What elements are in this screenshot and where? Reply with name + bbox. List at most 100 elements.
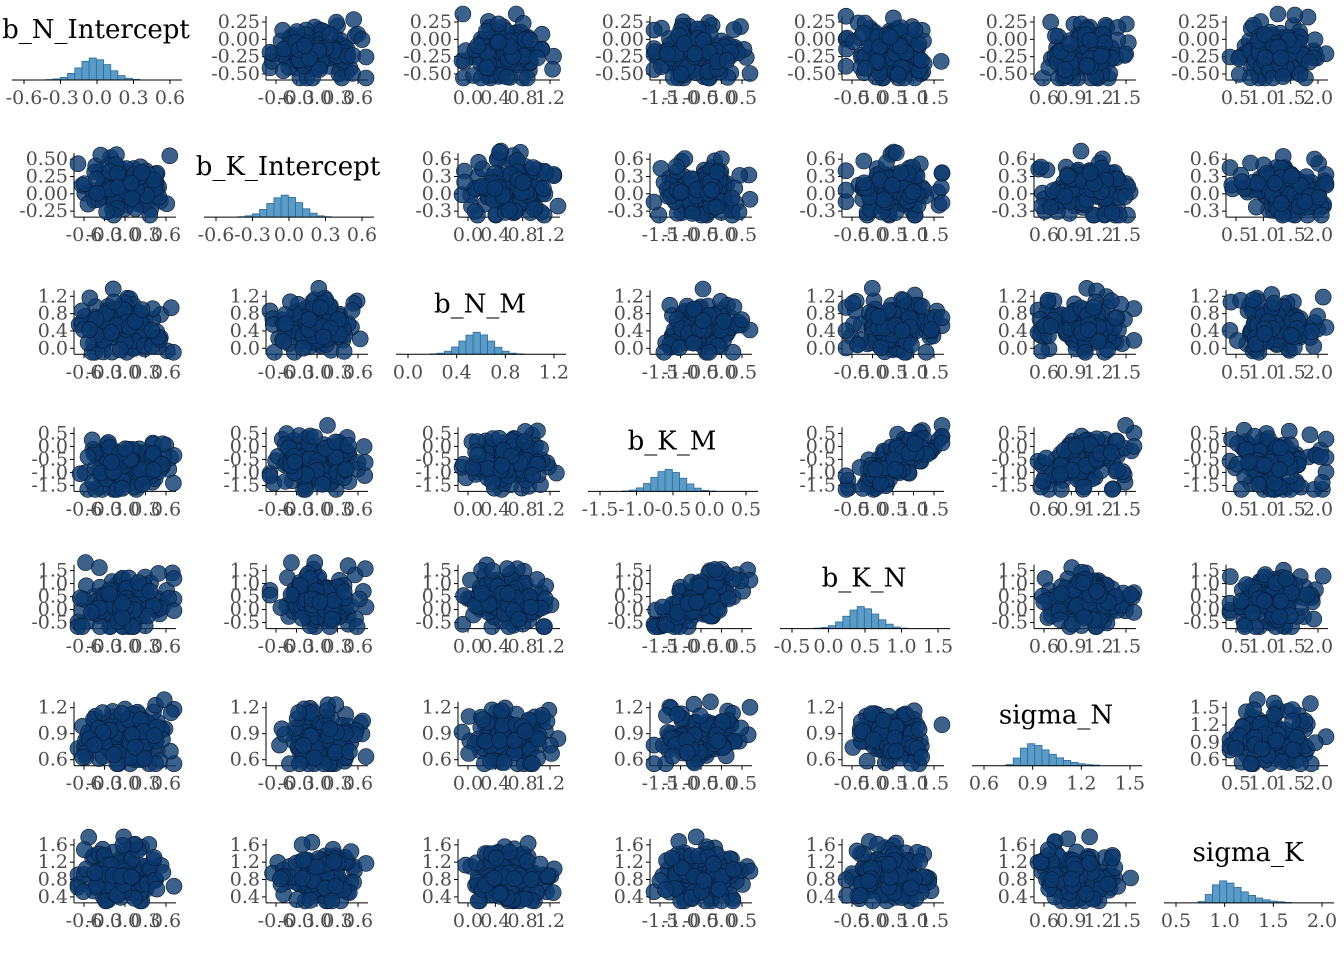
x-tick-label: 1.2 — [1084, 361, 1114, 383]
scatter-point — [281, 293, 299, 311]
y-tick-label: -0.5 — [415, 612, 452, 634]
x-tick-label: 0.6 — [151, 498, 181, 520]
histogram-bar — [259, 209, 268, 218]
panel-4-3: 1.51.00.50.0-0.5-1.5-1.0-0.50.00.5 — [607, 560, 759, 658]
scatter-point — [837, 322, 855, 340]
histogram-bar — [650, 476, 659, 492]
histogram-bar — [863, 608, 872, 629]
x-tick-label: 0.6 — [343, 498, 373, 520]
x-tick-label: 1.0 — [1248, 498, 1278, 520]
scatter-point — [83, 431, 101, 449]
scatter-point — [1271, 608, 1288, 626]
x-tick-label: 1.2 — [535, 636, 565, 658]
scatter-point — [337, 460, 355, 478]
panel-2-4: 1.20.80.40.0-0.50.00.51.01.5 — [806, 279, 951, 383]
y-tick-label: 0.0 — [614, 337, 644, 359]
histogram-bar — [74, 67, 83, 81]
scatter-point — [708, 163, 726, 181]
scatter-point — [730, 203, 748, 221]
y-tick-label: 0.0 — [422, 183, 452, 205]
histogram-bar — [280, 194, 289, 218]
scatter-point — [1272, 195, 1290, 212]
scatter-point — [113, 705, 131, 722]
y-tick-label: -0.5 — [1183, 612, 1220, 634]
scatter-point — [529, 49, 546, 67]
scatter-point — [1075, 478, 1093, 496]
panel-5-1: 1.20.90.6-0.6-0.30.00.30.6 — [230, 696, 375, 795]
y-tick-label: 0.25 — [26, 165, 68, 187]
scatter-point — [1125, 332, 1143, 349]
scatter-point — [1088, 582, 1105, 600]
scatter-point — [849, 336, 866, 354]
scatter-point — [518, 69, 536, 87]
x-tick-label: 0.4 — [442, 361, 472, 383]
scatter-point — [283, 554, 300, 571]
panel-5-2: 1.20.90.60.00.40.81.2 — [422, 697, 567, 795]
scatter-point — [335, 343, 353, 360]
y-tick-label: 1.2 — [38, 697, 68, 719]
histogram-bar — [287, 196, 296, 218]
scatter-point — [141, 582, 159, 600]
scatter-point — [146, 727, 163, 745]
scatter-point — [1075, 609, 1093, 626]
scatter-point — [700, 343, 718, 361]
histogram-bar — [465, 334, 474, 355]
x-tick-label: 1.2 — [1084, 498, 1114, 520]
scatter-point — [274, 21, 292, 39]
scatter-point — [91, 559, 108, 576]
y-tick-label: 0.0 — [998, 337, 1028, 359]
scatter-point — [1306, 31, 1324, 49]
x-tick-label: 0.6 — [343, 361, 373, 383]
x-tick-label: 0.6 — [1029, 498, 1059, 520]
panel-4-4: b_K_N-0.5 0.0 0.5 1.0 1.5 — [774, 564, 953, 658]
scatter-point — [321, 26, 339, 44]
x-tick-label: 0.8 — [508, 773, 538, 795]
scatter-point — [658, 45, 676, 63]
panel-0-2: 0.250.00-0.25-0.500.00.40.81.2 — [403, 5, 565, 109]
histogram-bar — [664, 469, 673, 492]
x-tick-label: 1.5 — [1276, 636, 1306, 658]
x-tick-label: -0.5 — [834, 87, 871, 109]
x-tick-label: 1.0 — [1248, 87, 1278, 109]
panel-0-4: 0.250.00-0.25-0.50-0.50.00.51.01.5 — [787, 7, 950, 109]
y-tick-label: -0.5 — [223, 612, 260, 634]
scatter-point — [1077, 343, 1094, 361]
histogram-bar — [635, 487, 644, 492]
scatter-point — [1233, 173, 1251, 190]
x-tick-label: -1.5 — [582, 498, 619, 520]
x-tick-label: 0.5 — [727, 224, 757, 246]
panel-0-1: 0.250.00-0.25-0.50-0.6-0.30.00.30.6 — [211, 11, 375, 109]
scatter-point — [1272, 439, 1289, 457]
scatter-point — [498, 68, 516, 86]
x-tick-label: 0.9 — [1056, 224, 1086, 246]
scatter-point — [1233, 481, 1250, 498]
scatter-point — [723, 189, 741, 207]
x-tick-label: -0.5 — [683, 87, 720, 109]
x-tick-label: -0.3 — [86, 224, 123, 246]
y-tick-label: -0.25 — [979, 46, 1028, 68]
histogram-bar — [878, 619, 887, 629]
scatter-point — [83, 603, 100, 621]
scatter-point — [1103, 204, 1121, 222]
x-tick-label: 0.5 — [1221, 636, 1251, 658]
x-tick-label: 0.4 — [480, 636, 510, 658]
scatter-point — [315, 328, 332, 346]
y-tick-label: -0.50 — [403, 63, 452, 85]
scatter-point — [98, 203, 115, 220]
scatter-point — [490, 15, 507, 33]
scatter-point — [1116, 188, 1134, 205]
panel-0-3: 0.250.00-0.25-0.50-1.5-1.0-0.50.00.5 — [595, 11, 759, 109]
histogram-bar — [309, 212, 318, 218]
scatter-point — [837, 162, 855, 179]
scatter-point — [310, 279, 328, 297]
scatter-point — [889, 66, 907, 83]
x-tick-label: 2.0 — [1303, 498, 1333, 520]
y-tick-label: -0.50 — [211, 63, 260, 85]
x-tick-label: 1.2 — [1084, 636, 1114, 658]
scatter-point — [885, 9, 902, 27]
scatter-point — [1306, 150, 1323, 168]
y-tick-label: 0.00 — [794, 28, 836, 50]
scatter-point — [1256, 592, 1273, 610]
y-tick-label: 0.0 — [806, 183, 836, 205]
scatter-point — [741, 65, 759, 82]
